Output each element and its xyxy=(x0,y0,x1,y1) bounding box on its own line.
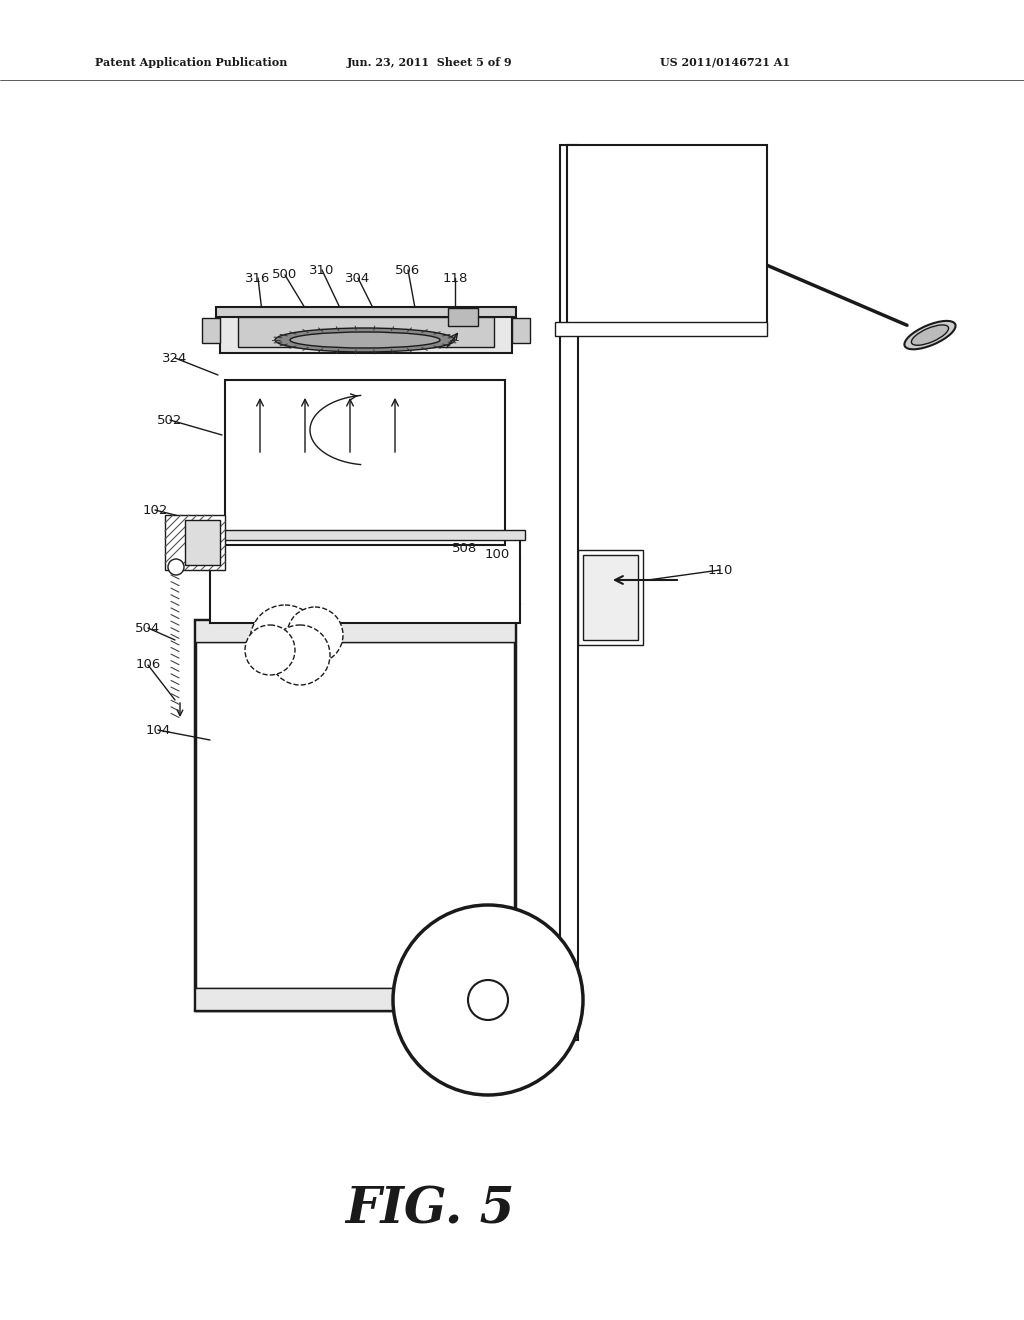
Text: FIG. 5: FIG. 5 xyxy=(345,1185,515,1234)
Bar xyxy=(195,620,515,642)
Bar xyxy=(583,554,638,640)
Text: 508: 508 xyxy=(453,541,477,554)
Circle shape xyxy=(393,906,583,1096)
Ellipse shape xyxy=(290,333,440,348)
Bar xyxy=(205,531,525,540)
Bar xyxy=(185,520,220,565)
Bar xyxy=(195,620,515,1010)
Text: 100: 100 xyxy=(484,549,510,561)
Bar xyxy=(512,318,530,343)
Circle shape xyxy=(245,624,295,675)
Bar xyxy=(195,987,515,1010)
Bar xyxy=(578,550,643,645)
Circle shape xyxy=(270,624,330,685)
Bar xyxy=(225,380,505,545)
Text: 102: 102 xyxy=(142,503,168,516)
Text: Patent Application Publication: Patent Application Publication xyxy=(95,57,288,67)
Ellipse shape xyxy=(911,325,948,346)
Text: 304: 304 xyxy=(345,272,371,285)
Ellipse shape xyxy=(168,558,184,576)
Text: 500: 500 xyxy=(272,268,298,281)
Bar xyxy=(216,308,516,317)
Circle shape xyxy=(468,979,508,1020)
Text: 110: 110 xyxy=(708,564,733,577)
Text: 506: 506 xyxy=(395,264,421,276)
Ellipse shape xyxy=(904,321,955,350)
Text: 324: 324 xyxy=(163,351,187,364)
Bar xyxy=(555,322,767,337)
Bar xyxy=(165,515,225,570)
Bar xyxy=(449,308,478,326)
Text: 310: 310 xyxy=(309,264,335,276)
Circle shape xyxy=(287,607,343,663)
Text: 502: 502 xyxy=(158,413,182,426)
Text: 104: 104 xyxy=(145,723,171,737)
Ellipse shape xyxy=(275,327,455,352)
Bar xyxy=(210,539,520,623)
Bar xyxy=(220,313,512,352)
Circle shape xyxy=(250,605,319,675)
Text: 504: 504 xyxy=(135,622,161,635)
Text: 118: 118 xyxy=(442,272,468,285)
Bar xyxy=(560,145,578,1040)
Bar xyxy=(238,317,494,347)
Text: Jun. 23, 2011  Sheet 5 of 9: Jun. 23, 2011 Sheet 5 of 9 xyxy=(347,57,513,67)
Bar xyxy=(202,318,220,343)
Text: 316: 316 xyxy=(246,272,270,285)
Bar xyxy=(567,145,767,330)
Text: 106: 106 xyxy=(135,659,161,672)
Text: US 2011/0146721 A1: US 2011/0146721 A1 xyxy=(660,57,790,67)
